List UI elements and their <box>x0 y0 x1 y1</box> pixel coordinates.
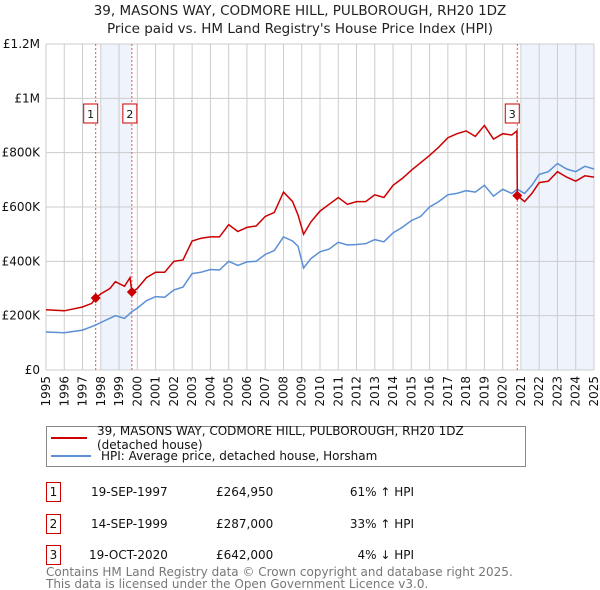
sale-point <box>90 293 101 304</box>
transaction-price: £287,000 <box>216 517 274 531</box>
x-tick-label: 2007 <box>258 376 272 407</box>
x-tick-label: 2023 <box>550 376 564 407</box>
footer-copyright: Contains HM Land Registry data © Crown c… <box>46 565 513 579</box>
x-tick-label: 2011 <box>331 376 345 407</box>
y-tick-label: £600K <box>2 200 42 214</box>
chart-title: 39, MASONS WAY, CODMORE HILL, PULBOROUGH… <box>93 3 507 19</box>
x-tick-label: 2018 <box>459 376 473 407</box>
x-tick-label: 2017 <box>441 376 455 407</box>
x-tick-label: 2004 <box>203 376 217 407</box>
x-tick-label: 2001 <box>149 376 163 407</box>
transaction-row: 2 14-SEP-1999 £287,000 33% ↑ HPI <box>46 514 546 534</box>
y-tick-label: £0 <box>25 363 40 377</box>
y-tick-label: £1.2M <box>3 37 40 51</box>
x-tick-label: 1998 <box>94 376 108 407</box>
x-tick-label: 2020 <box>496 376 510 407</box>
transaction-hpi: 4% ↓ HPI <box>357 548 414 562</box>
x-tick-label: 2015 <box>404 376 418 407</box>
hpi-series-line <box>45 162 595 334</box>
x-tick-label: 2014 <box>386 376 400 407</box>
transaction-date: 19-SEP-1997 <box>91 485 168 499</box>
x-tick-label: 2016 <box>423 376 437 407</box>
transaction-hpi: 61% ↑ HPI <box>349 485 414 499</box>
transaction-hpi: 33% ↑ HPI <box>349 517 414 531</box>
sale-label: 2 <box>126 108 133 121</box>
legend: 39, MASONS WAY, CODMORE HILL, PULBOROUGH… <box>46 424 526 467</box>
y-tick-label: £1M <box>14 91 40 105</box>
x-tick-label: 2002 <box>167 376 181 407</box>
x-tick-label: 1996 <box>57 376 71 407</box>
footer-licence: This data is licensed under the Open Gov… <box>46 577 429 590</box>
transaction-badge: 2 <box>46 514 61 534</box>
transaction-badge: 1 <box>46 482 61 502</box>
transaction-date: 19-OCT-2020 <box>89 548 168 562</box>
sale-label: 3 <box>509 108 516 121</box>
x-tick-label: 2012 <box>350 376 364 407</box>
footer: Contains HM Land Registry data © Crown c… <box>46 566 513 590</box>
x-tick-label: 1997 <box>76 376 90 407</box>
x-tick-label: 2021 <box>514 376 528 407</box>
sale-label: 1 <box>87 108 94 121</box>
x-tick-label: 2013 <box>368 376 382 407</box>
x-tick-label: 2024 <box>569 376 583 407</box>
y-tick-label: £200K <box>2 309 42 323</box>
transaction-date: 14-SEP-1999 <box>91 517 168 531</box>
transaction-price: £264,950 <box>216 485 274 499</box>
sale-point <box>512 190 523 201</box>
chart-subtitle: Price paid vs. HM Land Registry's House … <box>107 21 493 37</box>
transaction-badge: 3 <box>46 545 61 565</box>
sale-label-box <box>83 103 99 124</box>
sale-label-box <box>122 103 138 124</box>
legend-item-property: 39, MASONS WAY, CODMORE HILL, PULBOROUGH… <box>51 424 525 452</box>
legend-item-hpi: HPI: Average price, detached house, Hors… <box>51 448 377 464</box>
y-tick-label: £800K <box>2 146 42 160</box>
y-tick-label: £400K <box>2 254 42 268</box>
x-tick-label: 1999 <box>112 376 126 407</box>
transaction-row: 3 19-OCT-2020 £642,000 4% ↓ HPI <box>46 545 546 565</box>
legend-swatch-red <box>51 437 87 439</box>
x-tick-label: 2006 <box>240 376 254 407</box>
price-series-line <box>45 124 595 312</box>
x-tick-label: 2005 <box>222 376 236 407</box>
x-tick-label: 2010 <box>313 376 327 407</box>
legend-swatch-blue <box>51 455 91 457</box>
x-tick-label: 2008 <box>276 376 290 407</box>
transaction-row: 1 19-SEP-1997 £264,950 61% ↑ HPI <box>46 482 546 502</box>
x-tick-label: 2009 <box>295 376 309 407</box>
x-tick-label: 2019 <box>477 376 491 407</box>
price-chart: 1995 1996 1997 1998 1999 2000 2001 2002 2003 2004… <box>2 37 600 407</box>
transaction-price: £642,000 <box>216 548 274 562</box>
x-tick-label: 2025 <box>587 376 600 407</box>
x-tick-label: 2022 <box>532 376 546 407</box>
legend-label: 39, MASONS WAY, CODMORE HILL, PULBOROUGH… <box>96 424 464 452</box>
x-tick-label: 2000 <box>130 376 144 407</box>
legend-label: HPI: Average price, detached house, Hors… <box>101 449 378 463</box>
x-tick-label: 1995 <box>39 376 53 407</box>
sale-label-box <box>504 103 520 124</box>
x-tick-label: 2003 <box>185 376 199 407</box>
sale-point <box>126 287 137 298</box>
